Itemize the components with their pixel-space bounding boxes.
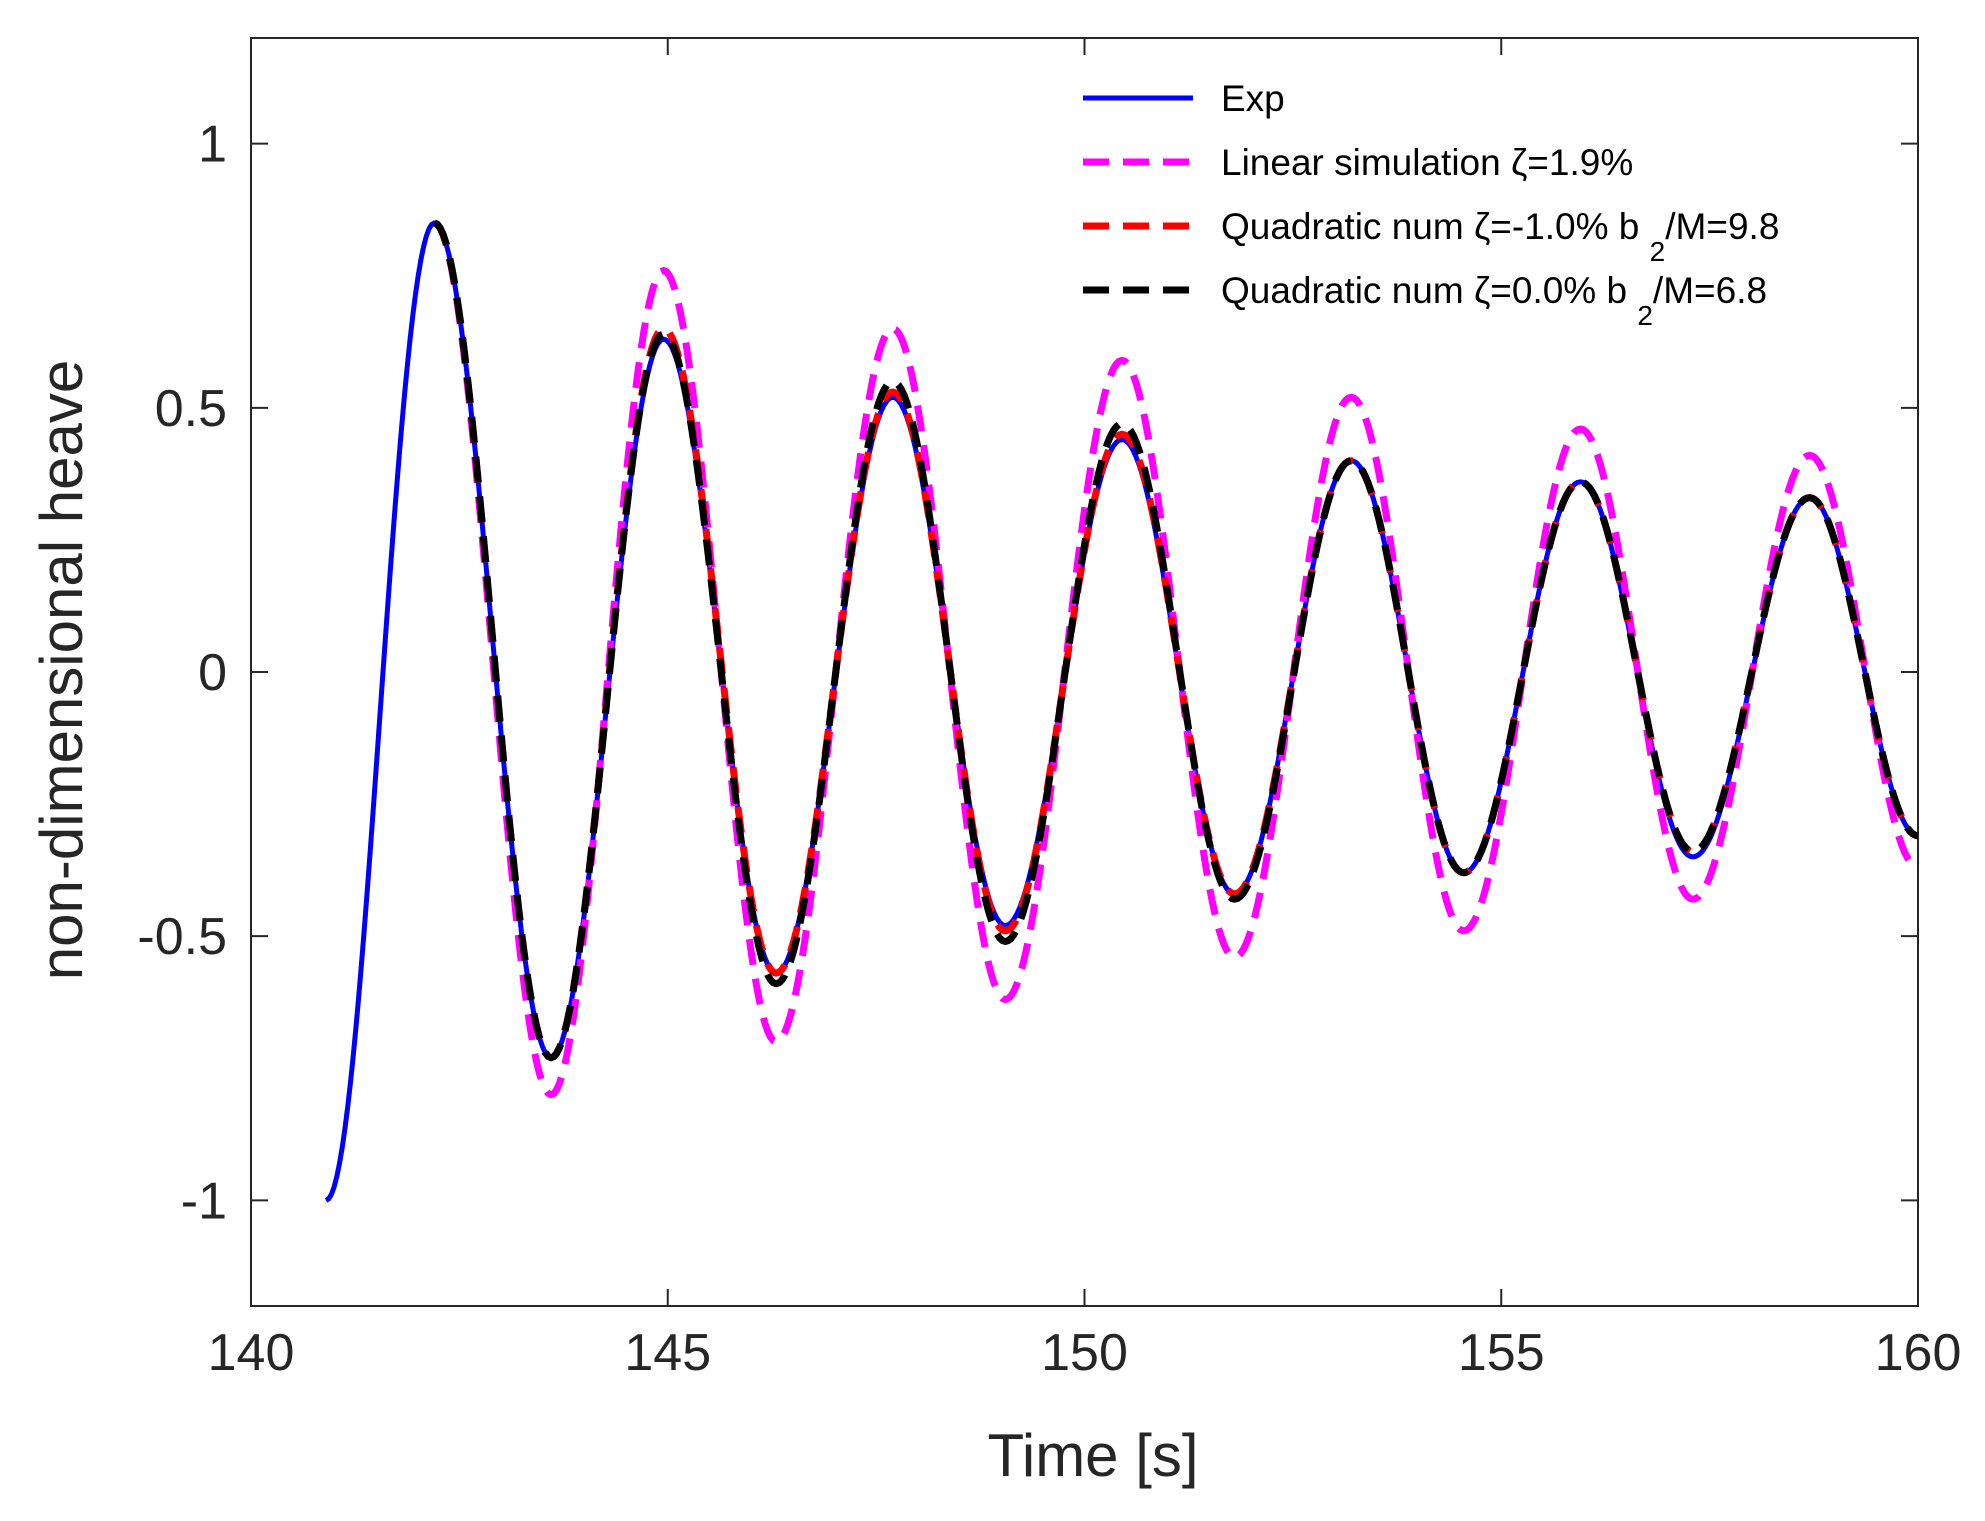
x-tick-label: 155 bbox=[1458, 1324, 1545, 1382]
x-axis-label: Time [s] bbox=[987, 1422, 1198, 1489]
x-tick-label: 160 bbox=[1875, 1324, 1962, 1382]
legend-entry-label: Linear simulation ζ=1.9% bbox=[1221, 142, 1633, 183]
series-group bbox=[324, 219, 1919, 1203]
y-tick-label: -0.5 bbox=[137, 908, 227, 966]
y-tick-label: 0.5 bbox=[155, 380, 227, 438]
y-tick-label: 0 bbox=[198, 644, 227, 702]
x-tick-label: 140 bbox=[208, 1324, 295, 1382]
legend-entry-label: Exp bbox=[1221, 78, 1285, 119]
y-tick-label: 1 bbox=[198, 116, 227, 174]
series-quadratic-num-neg1 bbox=[432, 219, 1919, 1062]
y-axis-label: non-dimensional heave bbox=[28, 360, 95, 980]
x-tick-label: 145 bbox=[624, 1324, 711, 1382]
y-tick-label: -1 bbox=[181, 1172, 227, 1230]
x-tick-label: 150 bbox=[1041, 1324, 1128, 1382]
